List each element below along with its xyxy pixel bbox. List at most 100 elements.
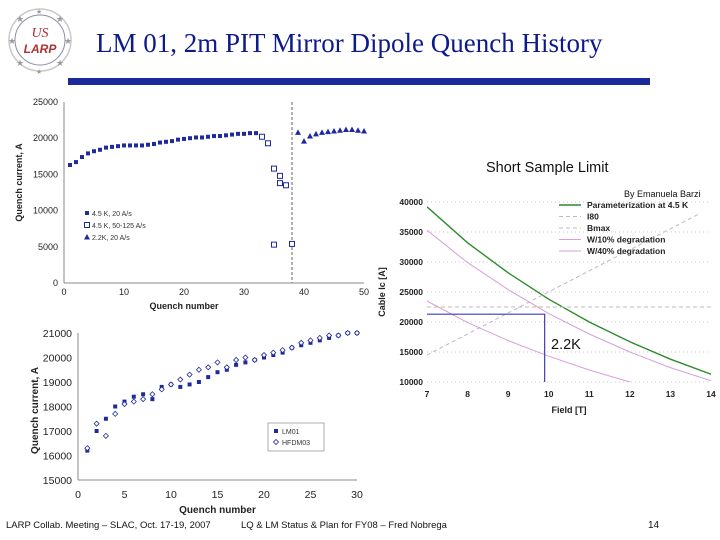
slide-title: LM 01, 2m PIT Mirror Dipole Quench Histo… xyxy=(96,28,603,58)
x-tick-label: 50 xyxy=(359,287,369,297)
data-point xyxy=(277,180,283,187)
legend-label: HFDM03 xyxy=(282,440,310,447)
title-rule xyxy=(68,78,650,85)
logo-text-larp: LARP xyxy=(24,42,58,56)
x-axis-label: Quench number xyxy=(149,301,219,311)
legend-marker xyxy=(84,234,90,240)
x-tick-label: 0 xyxy=(75,489,81,501)
data-point xyxy=(260,351,268,359)
data-point xyxy=(194,135,198,140)
data-point xyxy=(234,362,239,367)
data-point xyxy=(84,445,91,452)
data-point xyxy=(331,127,337,134)
y-tick-label: 25000 xyxy=(399,287,423,297)
legend: LM01 HFDM03 xyxy=(267,422,325,452)
y-tick-label: 18000 xyxy=(43,402,72,414)
data-point xyxy=(242,354,249,361)
y-tick-label: 15000 xyxy=(43,475,72,487)
data-point xyxy=(279,347,286,354)
data-point xyxy=(214,359,221,366)
data-point xyxy=(343,126,349,133)
data-point xyxy=(74,160,78,165)
legend-label: W/40% degradation xyxy=(587,246,665,256)
data-point xyxy=(319,129,325,135)
author-credit: By Emanuela Barzi xyxy=(624,189,701,199)
data-point xyxy=(158,386,165,393)
data-point xyxy=(167,381,175,388)
data-point xyxy=(289,240,295,247)
svg-text:★: ★ xyxy=(56,14,64,24)
data-point xyxy=(112,410,119,417)
y-tick-label: 0 xyxy=(53,278,58,288)
data-point xyxy=(325,128,331,135)
data-point xyxy=(215,370,220,375)
data-point xyxy=(298,339,305,346)
data-point xyxy=(177,376,184,383)
operating-point-label: 2.2K xyxy=(551,337,581,353)
x-tick-label: 20 xyxy=(179,287,189,297)
data-point xyxy=(316,334,323,341)
data-point xyxy=(230,132,234,137)
data-point xyxy=(223,364,230,371)
data-point xyxy=(271,241,277,248)
y-tick-label: 16000 xyxy=(43,451,72,463)
data-point xyxy=(307,133,313,139)
series-line-4 xyxy=(427,300,632,382)
x-tick-label: 40 xyxy=(299,287,309,297)
data-point xyxy=(80,155,84,160)
x-tick-label: 7 xyxy=(425,389,430,399)
x-tick-label: 12 xyxy=(625,389,635,399)
legend-marker xyxy=(274,429,278,433)
data-point xyxy=(265,140,271,147)
data-point xyxy=(98,147,102,152)
data-point xyxy=(146,142,150,147)
svg-text:★: ★ xyxy=(36,8,42,16)
data-point xyxy=(158,140,162,145)
x-tick-label: 5 xyxy=(122,489,128,501)
legend: 4.5 K, 20 A/s 4.5 K, 50-125 A/s 2.2K, 20 A… xyxy=(84,211,146,242)
data-point xyxy=(326,332,333,339)
legend-marker xyxy=(272,438,280,446)
y-axis-label: Cable Ic [A] xyxy=(377,267,387,317)
y-tick-label: 17000 xyxy=(43,426,72,438)
y-tick-label: 15000 xyxy=(399,347,423,357)
x-axis-label: Field [T] xyxy=(552,405,587,415)
data-point xyxy=(233,356,240,364)
data-point xyxy=(254,131,258,136)
x-tick-label: 30 xyxy=(239,287,249,297)
x-tick-label: 8 xyxy=(465,389,470,399)
data-point xyxy=(301,138,307,144)
series-line-1 xyxy=(427,213,700,356)
data-point xyxy=(176,137,180,142)
y-tick-label: 10000 xyxy=(33,206,58,216)
x-tick-label: 20 xyxy=(258,489,270,501)
data-point xyxy=(152,141,156,146)
y-tick-label: 5000 xyxy=(38,242,58,252)
x-tick-label: 30 xyxy=(351,489,363,501)
legend-label: Bmax xyxy=(587,223,610,233)
data-point xyxy=(121,400,128,408)
data-point xyxy=(200,135,204,140)
data-point xyxy=(140,143,144,148)
data-point xyxy=(196,380,201,384)
data-point xyxy=(251,356,258,364)
legend-marker xyxy=(84,222,90,228)
data-point xyxy=(337,127,343,133)
data-point xyxy=(128,143,132,148)
data-point xyxy=(248,131,252,136)
data-point xyxy=(149,391,156,398)
y-tick-label: 30000 xyxy=(399,257,423,267)
series-line-0 xyxy=(427,206,711,375)
y-tick-label: 20000 xyxy=(43,353,72,365)
footer-meeting: LARP Collab. Meeting – SLAC, Oct. 17-19,… xyxy=(6,520,211,531)
svg-text:★: ★ xyxy=(16,58,24,68)
x-tick-label: 11 xyxy=(585,389,594,399)
y-tick-label: 25000 xyxy=(33,97,58,107)
data-point xyxy=(130,398,137,405)
data-point xyxy=(94,429,99,433)
data-point xyxy=(182,136,186,141)
y-tick-label: 10000 xyxy=(399,377,423,387)
logo-text-us: US xyxy=(31,26,48,41)
data-point xyxy=(104,145,108,150)
